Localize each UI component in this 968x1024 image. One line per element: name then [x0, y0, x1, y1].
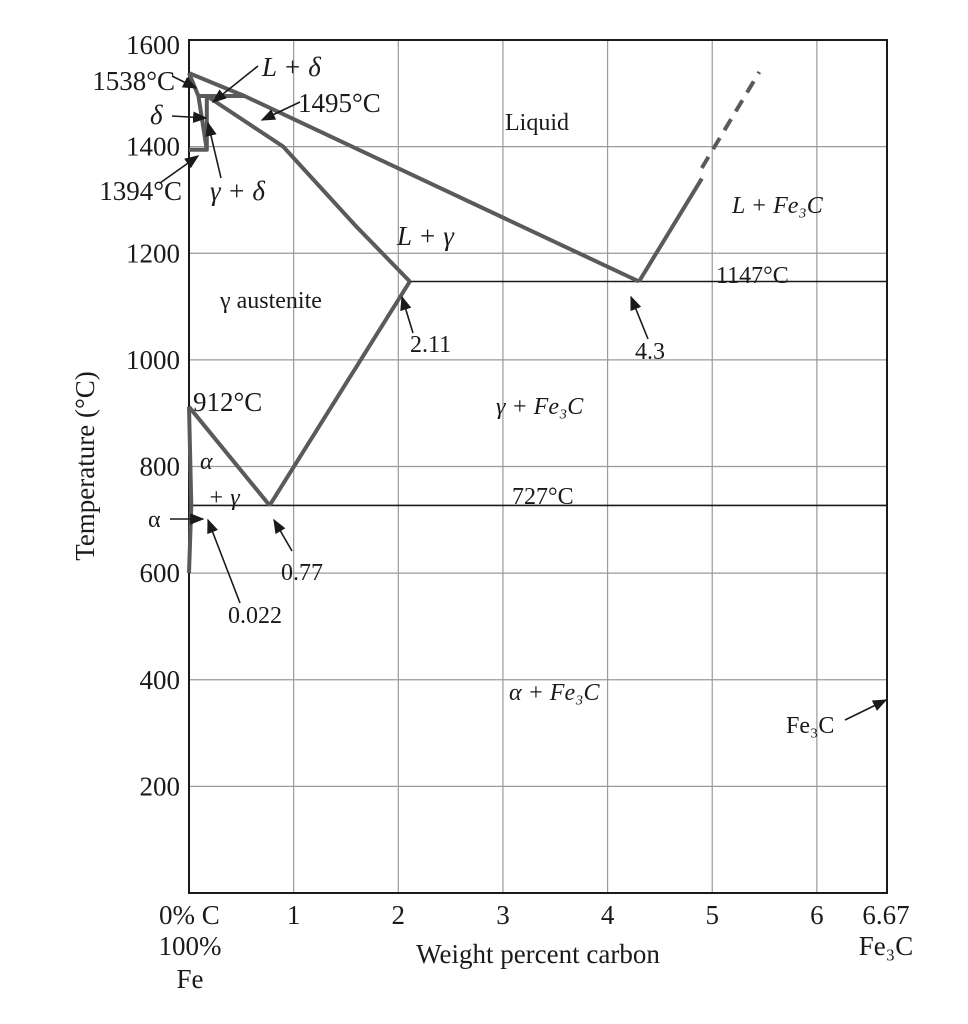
region-alpha: α [148, 507, 161, 533]
phase-boundaries [187, 70, 762, 574]
y-tick-800: 800 [140, 452, 181, 482]
y-axis-label: Temperature (°C) [70, 371, 100, 561]
x-left-sub-fe: Fe [177, 964, 204, 994]
y-tick-1000: 1000 [126, 345, 180, 375]
region-delta: δ [150, 100, 163, 130]
x-tick-5: 5 [705, 900, 719, 930]
y-tick-1600: 1600 [126, 30, 180, 60]
boundary-delta-solvus [189, 95, 209, 152]
arrow-l-delta [211, 65, 259, 103]
x-tick-6: 6 [810, 900, 824, 930]
arrow-delta [171, 111, 208, 123]
label-2-11: 2.11 [410, 332, 451, 358]
arrow-4-3 [630, 295, 649, 340]
boundary-austenite-solidus [205, 94, 412, 283]
x-axis-label: Weight percent carbon [416, 939, 660, 969]
arrow-1495c [260, 101, 301, 121]
arrow-1538c [171, 75, 198, 89]
label-1147c: 1147°C [716, 263, 789, 289]
x-tick-3: 3 [496, 900, 510, 930]
label-1538c: 1538°C [92, 66, 175, 96]
arrow-gamma-delta [205, 121, 222, 179]
label-912c: 912°C [193, 387, 262, 417]
boundary-a3-line [187, 405, 272, 507]
region-fe3c: Fe₃C [786, 713, 834, 739]
tick-labels: 200 400 600 800 1000 1200 1400 1600 0% C 1 2 3 4 5 6 6.… [126, 30, 910, 930]
region-austenite: γ austenite [219, 288, 322, 314]
x-tick-1: 1 [287, 900, 301, 930]
x-tick-6-67: 6.67 [862, 900, 909, 930]
label-727c: 727°C [512, 484, 574, 510]
x-right-sub-fe3c: Fe₃C [859, 931, 913, 961]
region-alpha-fe3c: α + Fe₃C [509, 680, 600, 706]
y-tick-200: 200 [140, 771, 181, 801]
isotherms [189, 280, 887, 507]
region-l-gamma: L + γ [396, 221, 455, 251]
arrow-fe3c [844, 699, 888, 721]
region-alpha-gamma-bottom: + γ [208, 485, 240, 511]
arrow-2-11 [400, 295, 414, 334]
region-gamma-fe3c: γ + Fe₃C [496, 394, 584, 420]
region-liquid: Liquid [505, 110, 569, 136]
boundary-ferrite-solvus [187, 505, 194, 574]
arrow-0-77 [273, 518, 293, 552]
arrow-0-022 [207, 518, 241, 604]
label-1394c: 1394°C [99, 176, 182, 206]
y-tick-600: 600 [140, 558, 181, 588]
x-tick-2: 2 [392, 900, 406, 930]
y-tick-400: 400 [140, 665, 181, 695]
region-gamma-delta: γ + δ [210, 176, 265, 206]
region-l-fe3c: L + Fe₃C [731, 193, 824, 219]
label-1495c: 1495°C [298, 88, 381, 118]
region-l-delta: L + δ [261, 52, 321, 82]
boundary-liquidus-right-extension [700, 70, 762, 170]
label-0-77: 0.77 [281, 560, 323, 586]
boundary-gamma-alpha-boundary [187, 406, 194, 506]
leader-arrows [159, 65, 888, 721]
region-alpha-gamma-top: α [200, 449, 213, 475]
x-tick-4: 4 [601, 900, 615, 930]
x-tick-0--C: 0% C [159, 900, 220, 930]
arrow-1394c [159, 155, 200, 184]
label-4-3: 4.3 [635, 339, 665, 365]
y-tick-1400: 1400 [126, 132, 180, 162]
boundary-acm-line [267, 280, 412, 507]
x-left-sub-percent: 100% [159, 931, 222, 961]
label-0-022: 0.022 [228, 603, 282, 629]
y-tick-1200: 1200 [126, 238, 180, 268]
boundary-liquidus-right [637, 177, 704, 283]
